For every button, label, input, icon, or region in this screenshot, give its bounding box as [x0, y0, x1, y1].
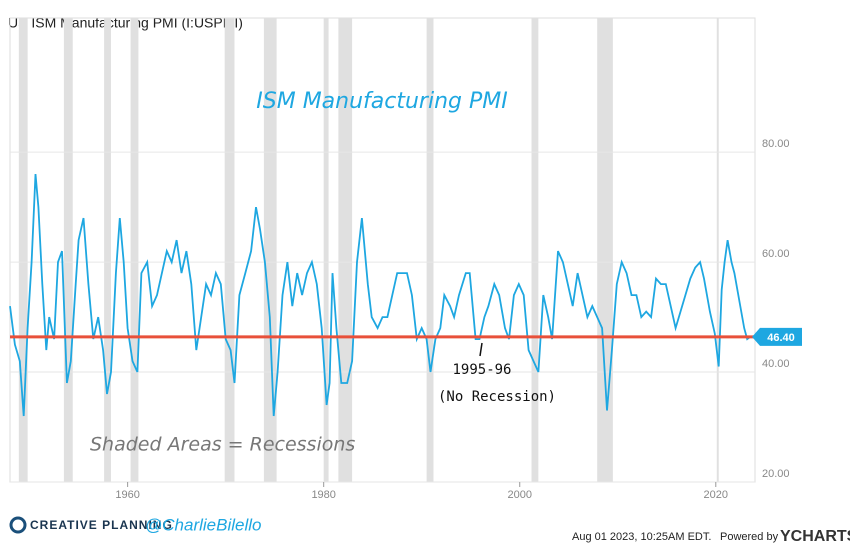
recession-band	[130, 18, 139, 482]
chart-title: US ISM Manufacturing PMI (I:USPMI)	[8, 15, 243, 31]
x-tick-label: 2000	[507, 489, 531, 501]
recession-band	[63, 18, 73, 482]
recession-band	[18, 18, 28, 482]
plot-area: 20.00 40.00 60.00 80.00 1960 1980 2000 2020 46.4…	[9, 17, 802, 501]
handle: @CharlieBilello	[145, 515, 261, 534]
provider: YCHARTS	[780, 528, 850, 545]
brand-name: CREATIVE PLANNING	[30, 518, 173, 532]
last-value-badge	[752, 327, 802, 346]
timestamp: Aug 01 2023, 10:25AM EDT.	[572, 531, 711, 543]
powered-by: Powered by	[720, 531, 779, 543]
x-tick-label: 1980	[311, 489, 335, 501]
recession-band	[263, 18, 277, 482]
recession-band	[224, 18, 235, 482]
y-tick-label: 60.00	[762, 248, 790, 260]
recession-band	[104, 18, 111, 482]
x-tick-label: 2020	[704, 489, 728, 501]
brand-logo	[9, 516, 27, 534]
annotation-note: (No Recession)	[438, 389, 556, 405]
last-value-label: 46.40	[767, 332, 795, 344]
y-tick-label: 20.00	[762, 468, 790, 480]
y-tick-label: 80.00	[762, 138, 790, 150]
annotation-shading: Shaded Areas = Recessions	[90, 434, 355, 456]
recession-band	[338, 18, 353, 482]
y-tick-label: 40.00	[762, 358, 790, 370]
recession-band	[716, 18, 719, 482]
recession-band	[323, 18, 329, 482]
recession-band	[531, 18, 539, 482]
data-line	[9, 174, 751, 417]
chart-label: ISM Manufacturing PMI	[256, 89, 507, 114]
recession-band	[426, 18, 434, 482]
recession-band	[597, 18, 613, 482]
annotation-pointer	[479, 342, 483, 357]
x-tick-label: 1960	[115, 489, 139, 501]
annotation-period: 1995-96	[452, 362, 511, 378]
